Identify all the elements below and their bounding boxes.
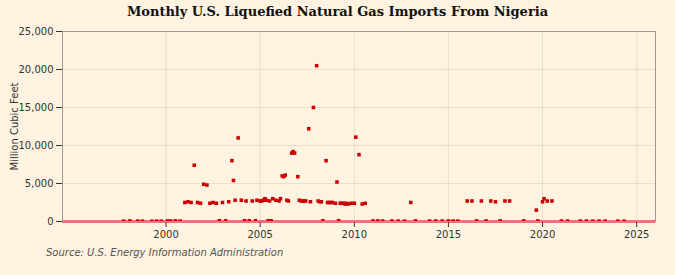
- svg-text:2020: 2020: [530, 229, 555, 240]
- html-text:Monthly U.S. Liquefied Natural: Monthly U.S. Liquefied Natural Gas Impor…: [126, 4, 549, 19]
- svg-text:2000: 2000: [153, 229, 178, 240]
- svg-text:25,000: 25,000: [19, 26, 54, 37]
- svg-text:2010: 2010: [342, 229, 367, 240]
- svg-text:15,000: 15,000: [19, 102, 54, 113]
- svg-text:Million Cubic Feet: Million Cubic Feet: [9, 82, 20, 170]
- svg-text:2015: 2015: [436, 229, 461, 240]
- html-text:Source: U.S. Energy Informatio: Source: U.S. Energy Information Administ…: [46, 247, 284, 258]
- svg-text:20,000: 20,000: [19, 64, 54, 75]
- svg-text:10,000: 10,000: [19, 140, 54, 151]
- svg-text:2025: 2025: [624, 229, 649, 240]
- svg-text:2005: 2005: [247, 229, 272, 240]
- svg-text:0: 0: [47, 216, 53, 227]
- svg-text:5,000: 5,000: [25, 178, 54, 189]
